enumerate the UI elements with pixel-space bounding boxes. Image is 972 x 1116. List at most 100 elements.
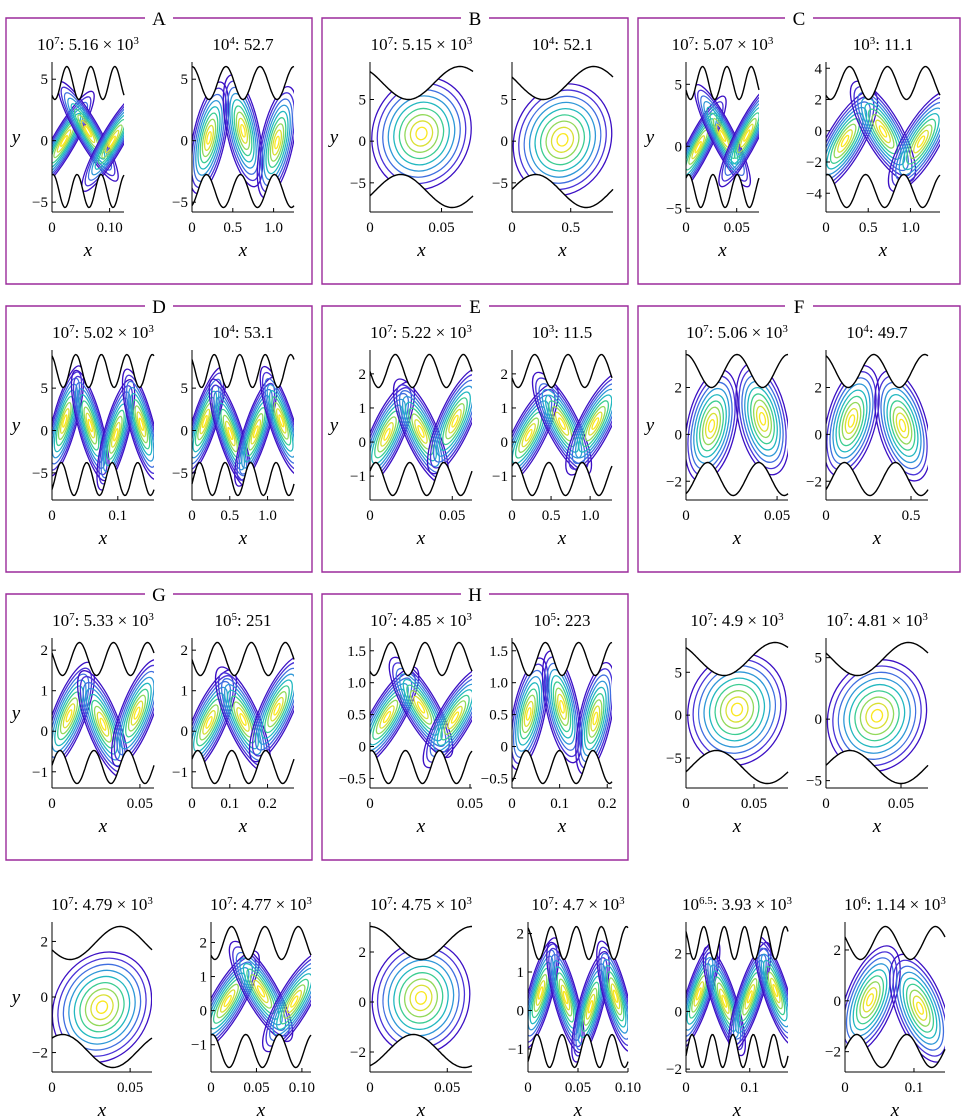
top-boundary: [369, 641, 473, 677]
bottom-boundary: [685, 749, 789, 785]
top-boundary: [210, 925, 312, 961]
contour-field: [826, 364, 928, 482]
panel-title: 107: 4.79 × 103: [51, 895, 153, 914]
contour-field: [512, 371, 612, 488]
contour-field: [826, 80, 940, 193]
y-tick-label: −2: [825, 1045, 841, 1061]
group-box-b: B: [321, 9, 629, 285]
y-axis-label: y: [644, 127, 655, 148]
bottom-boundary: [369, 749, 473, 785]
x-axis-label: x: [732, 816, 742, 837]
bottom-boundary: [685, 173, 760, 209]
x-tick-label: 0.5: [223, 220, 242, 236]
top-boundary: [369, 65, 474, 101]
bottom-boundary: [844, 1033, 946, 1069]
x-axis-label: x: [416, 816, 426, 837]
y-tick-label: −5: [172, 466, 188, 482]
y-tick-label: 1: [181, 684, 189, 700]
y-tick-label: −1: [172, 765, 188, 781]
contour-field: [512, 83, 613, 197]
top-boundary: [51, 925, 153, 961]
panel-title: 107: 4.75 × 103: [370, 895, 472, 914]
group-label-h: H: [468, 585, 482, 606]
x-tick-label: 0: [207, 1080, 215, 1096]
x-tick-label: 0: [188, 796, 196, 812]
x-tick-label: 0: [822, 220, 830, 236]
x-tick-label: 0.5: [542, 508, 561, 524]
panel-d2: 0 0.5 1.0 5 0 −5 x 104: 53.1: [172, 323, 295, 549]
contour-field: [371, 76, 472, 191]
y-tick-label: 4: [815, 61, 823, 77]
y-axis-label: y: [10, 703, 21, 724]
x-tick-label: 0: [48, 508, 56, 524]
y-tick-label: 5: [181, 72, 189, 88]
group-box-f: F: [637, 297, 961, 573]
x-axis-label: x: [573, 1100, 583, 1116]
contour-field: [52, 81, 124, 192]
y-tick-label: 1.5: [489, 644, 508, 660]
x-tick-label: 0: [188, 508, 196, 524]
y-tick-label: 0: [834, 994, 842, 1010]
panel-j1: 0 0.05 2 0 −2 x y 107: 4.79 × 103: [10, 895, 154, 1116]
panel-d1: 0 0.1 5 0 −5 x y 107: 5.02 × 103: [10, 323, 155, 549]
x-axis-label: x: [238, 528, 248, 549]
x-axis-label: x: [878, 240, 888, 261]
panel-title: 107: 5.33 × 103: [52, 611, 154, 630]
x-tick-label: 0.05: [724, 220, 750, 236]
contour-field: [686, 83, 759, 199]
x-tick-label: 0.05: [457, 796, 483, 812]
bottom-boundary: [210, 1033, 312, 1069]
x-axis-label: x: [890, 1100, 900, 1116]
y-tick-label: 2: [200, 935, 208, 951]
panel-j6: 0 0.1 2 0 −2 x 106: 1.14 × 103: [825, 895, 946, 1116]
y-axis-label: y: [644, 415, 655, 436]
group-box-d: D: [5, 297, 313, 573]
y-tick-label: 1: [517, 965, 525, 981]
y-tick-label: 0: [675, 708, 683, 724]
y-tick-label: −5: [32, 195, 48, 211]
group-box-e: E: [321, 297, 629, 573]
y-tick-label: 0.5: [489, 708, 508, 724]
y-tick-label: −0.5: [339, 771, 366, 787]
contour-field: [370, 656, 472, 769]
x-tick-label: 0.5: [220, 508, 239, 524]
y-tick-label: 5: [359, 93, 367, 109]
x-axis-label: x: [98, 816, 108, 837]
y-tick-label: 1.0: [489, 676, 508, 692]
bottom-boundary: [825, 461, 929, 497]
y-tick-label: 0: [501, 740, 509, 756]
x-tick-label: 0.2: [258, 796, 277, 812]
group-label-d: D: [152, 297, 166, 318]
y-tick-label: 0: [359, 740, 367, 756]
x-tick-label: 0: [188, 220, 196, 236]
x-axis-label: x: [732, 528, 742, 549]
x-axis-label: x: [238, 816, 248, 837]
panel-title: 107: 4.81 × 103: [826, 611, 928, 630]
panel-title: 106: 1.14 × 103: [844, 895, 946, 914]
y-tick-label: −1: [508, 1042, 524, 1058]
y-tick-label: 0: [815, 427, 823, 443]
x-axis-label: x: [83, 240, 93, 261]
contour-field: [52, 951, 152, 1064]
contour-field: [845, 945, 945, 1063]
x-tick-label: 0.1: [108, 508, 127, 524]
panel-i1: 0 0.05 5 0 −5 x 107: 4.9 × 103: [666, 611, 789, 837]
y-tick-label: −0.5: [481, 771, 508, 787]
y-tick-label: 5: [815, 651, 823, 667]
y-tick-label: −2: [806, 474, 822, 490]
y-tick-label: 0: [181, 424, 189, 440]
x-tick-label: 0.05: [888, 796, 914, 812]
top-boundary: [191, 641, 295, 677]
y-tick-label: −5: [350, 176, 366, 192]
y-tick-label: 2: [41, 934, 49, 950]
y-tick-label: −1: [191, 1038, 207, 1054]
top-boundary: [191, 65, 295, 101]
x-tick-label: 0.05: [243, 1080, 269, 1096]
y-tick-label: −2: [806, 155, 822, 171]
top-boundary: [825, 641, 929, 677]
x-tick-label: 0.5: [902, 508, 921, 524]
group-label-e: E: [469, 297, 481, 318]
x-tick-label: 0.05: [434, 1080, 460, 1096]
panel-e1: 0 0.05 2 1 0 −1 x y 107: 5.22 × 103: [328, 323, 473, 549]
